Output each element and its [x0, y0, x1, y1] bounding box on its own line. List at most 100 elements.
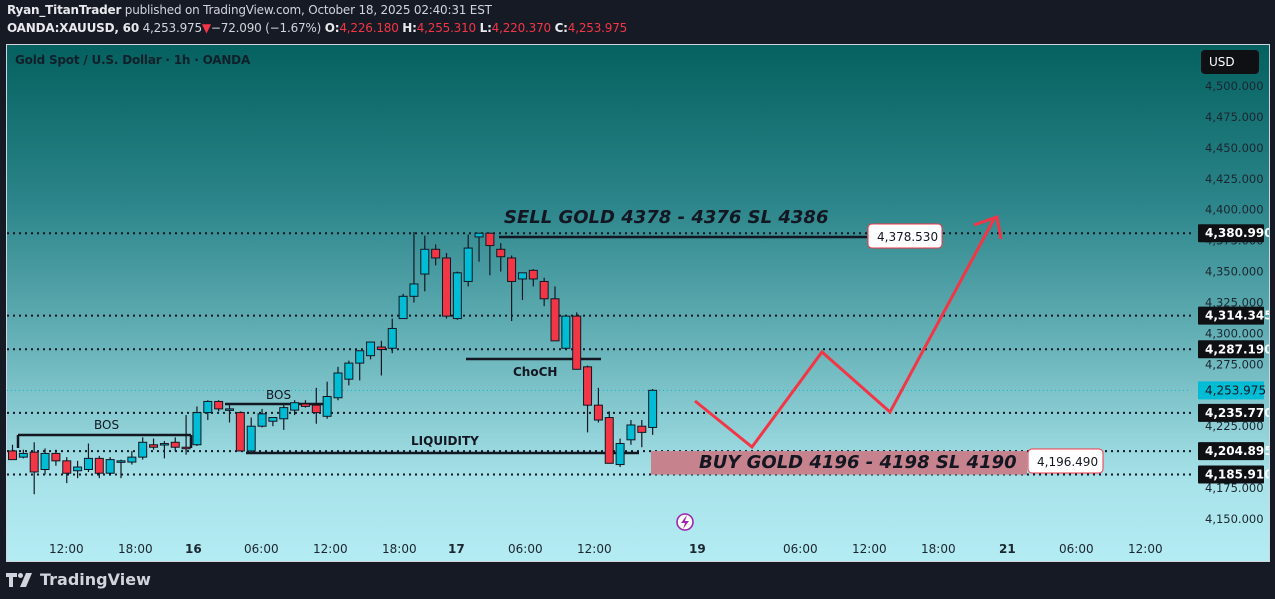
y-axis-tick-label: 4,400.000 [1205, 203, 1264, 217]
candle[interactable] [116, 459, 126, 479]
candle[interactable] [268, 417, 278, 427]
candle[interactable] [333, 366, 343, 401]
candle[interactable] [474, 232, 484, 262]
y-axis-tick-label: 4,275.000 [1205, 357, 1264, 371]
candle[interactable] [583, 365, 593, 433]
candle[interactable] [593, 387, 603, 423]
current-price-label [1198, 381, 1264, 400]
candle[interactable] [572, 312, 582, 370]
candle[interactable] [127, 450, 137, 465]
candle[interactable] [550, 286, 560, 342]
choch-label[interactable]: ChoCH [513, 365, 557, 379]
candle[interactable] [604, 411, 614, 464]
author-name[interactable]: Ryan_TitanTrader [7, 3, 122, 17]
candle[interactable] [442, 253, 451, 319]
y-axis-tick-label: 4,300.000 [1205, 326, 1264, 340]
candle[interactable] [517, 272, 527, 301]
open-label: O: [324, 21, 340, 35]
level-price-label [1198, 340, 1264, 359]
arrow-head-icon [973, 215, 1003, 240]
candle[interactable] [149, 438, 159, 450]
candle[interactable] [311, 387, 321, 424]
buy-annotation-text[interactable]: BUY GOLD 4196 - 4198 SL 4190 [699, 452, 1017, 473]
liquidity-label[interactable]: LIQUIDITY [411, 434, 479, 448]
candle[interactable] [300, 400, 310, 408]
tradingview-logo[interactable]: TradingView [6, 570, 151, 589]
candle[interactable] [94, 455, 104, 479]
candle[interactable] [387, 318, 397, 354]
candle[interactable] [420, 235, 430, 292]
candle[interactable] [246, 417, 256, 453]
x-axis-tick-label: 12:00 [577, 542, 612, 556]
candle[interactable] [235, 411, 245, 452]
candle[interactable] [18, 449, 28, 459]
candle[interactable] [192, 406, 202, 446]
y-axis-tick-label: 4,325.000 [1205, 295, 1264, 309]
published-text: published on TradingView.com, October 18… [124, 3, 492, 17]
price-label-text: 4,287.190 [1205, 342, 1270, 356]
chart-pane[interactable]: SELL GOLD 4378 - 4376 SL 4386 BUY GOLD 41… [6, 44, 1270, 562]
candle[interactable] [376, 340, 386, 376]
candle[interactable] [257, 408, 267, 428]
buy-price-callout[interactable] [1027, 448, 1104, 474]
candle[interactable] [225, 405, 234, 423]
projection-path[interactable] [694, 218, 996, 450]
candle[interactable] [431, 244, 441, 266]
price-label-text: 4,380.990 [1205, 226, 1270, 240]
candlestick-chart[interactable]: SELL GOLD 4378 - 4376 SL 4386 BUY GOLD 41… [7, 45, 1270, 562]
candle[interactable] [626, 420, 636, 445]
candle[interactable] [539, 277, 549, 307]
candle[interactable] [366, 341, 376, 360]
candle[interactable] [105, 457, 115, 476]
candle[interactable] [170, 437, 180, 451]
candle[interactable] [496, 243, 506, 272]
candle[interactable] [83, 443, 93, 472]
candle[interactable] [138, 437, 148, 460]
candle[interactable] [40, 448, 50, 475]
publish-info: Ryan_TitanTrader published on TradingVie… [7, 3, 492, 17]
candle[interactable] [279, 403, 289, 430]
sell-price-callout[interactable] [867, 223, 943, 249]
candle[interactable] [322, 381, 332, 419]
y-axis-tick-label: 4,175.000 [1205, 481, 1264, 495]
symbol-label: OANDA:XAUUSD, 60 [7, 21, 139, 35]
candle[interactable] [290, 400, 300, 416]
lightning-event-icon[interactable] [676, 513, 694, 531]
candle[interactable] [648, 389, 658, 435]
candle[interactable] [51, 449, 61, 466]
sell-price-callout-text: 4,378.530 [877, 230, 938, 244]
candle[interactable] [29, 442, 39, 495]
candle[interactable] [214, 400, 224, 412]
x-axis-tick-label: 19 [689, 542, 706, 556]
candle[interactable] [485, 232, 495, 276]
candle[interactable] [159, 441, 169, 459]
candle[interactable] [203, 400, 213, 421]
candle[interactable] [344, 360, 354, 386]
candle[interactable] [528, 269, 538, 287]
sell-annotation-text[interactable]: SELL GOLD 4378 - 4376 SL 4386 [504, 207, 828, 228]
candle[interactable] [355, 350, 365, 381]
candle[interactable] [637, 420, 647, 448]
candle[interactable] [409, 231, 419, 303]
tradingview-logo-icon [6, 572, 32, 587]
x-axis-tick-label: 17 [448, 542, 465, 556]
x-axis-tick-label: 16 [185, 542, 202, 556]
x-axis-tick-label: 18:00 [382, 542, 417, 556]
candle[interactable] [507, 255, 517, 322]
bos-label-1[interactable]: BOS [94, 418, 119, 432]
candle[interactable] [62, 457, 72, 484]
buy-price-callout-text: 4,196.490 [1037, 455, 1098, 469]
candle[interactable] [452, 271, 462, 320]
candle[interactable] [73, 460, 83, 479]
candle[interactable] [398, 293, 408, 320]
x-axis-tick-label: 21 [999, 542, 1016, 556]
bos-label-2[interactable]: BOS [266, 388, 291, 402]
candle[interactable] [181, 415, 191, 455]
candle[interactable] [8, 444, 17, 461]
candle[interactable] [561, 315, 571, 349]
candle[interactable] [463, 234, 473, 287]
price-label-text: 4,185.910 [1205, 468, 1270, 482]
candle[interactable] [615, 438, 625, 468]
currency-button[interactable]: USD [1201, 50, 1259, 74]
buy-zone-rectangle[interactable] [651, 451, 1027, 475]
